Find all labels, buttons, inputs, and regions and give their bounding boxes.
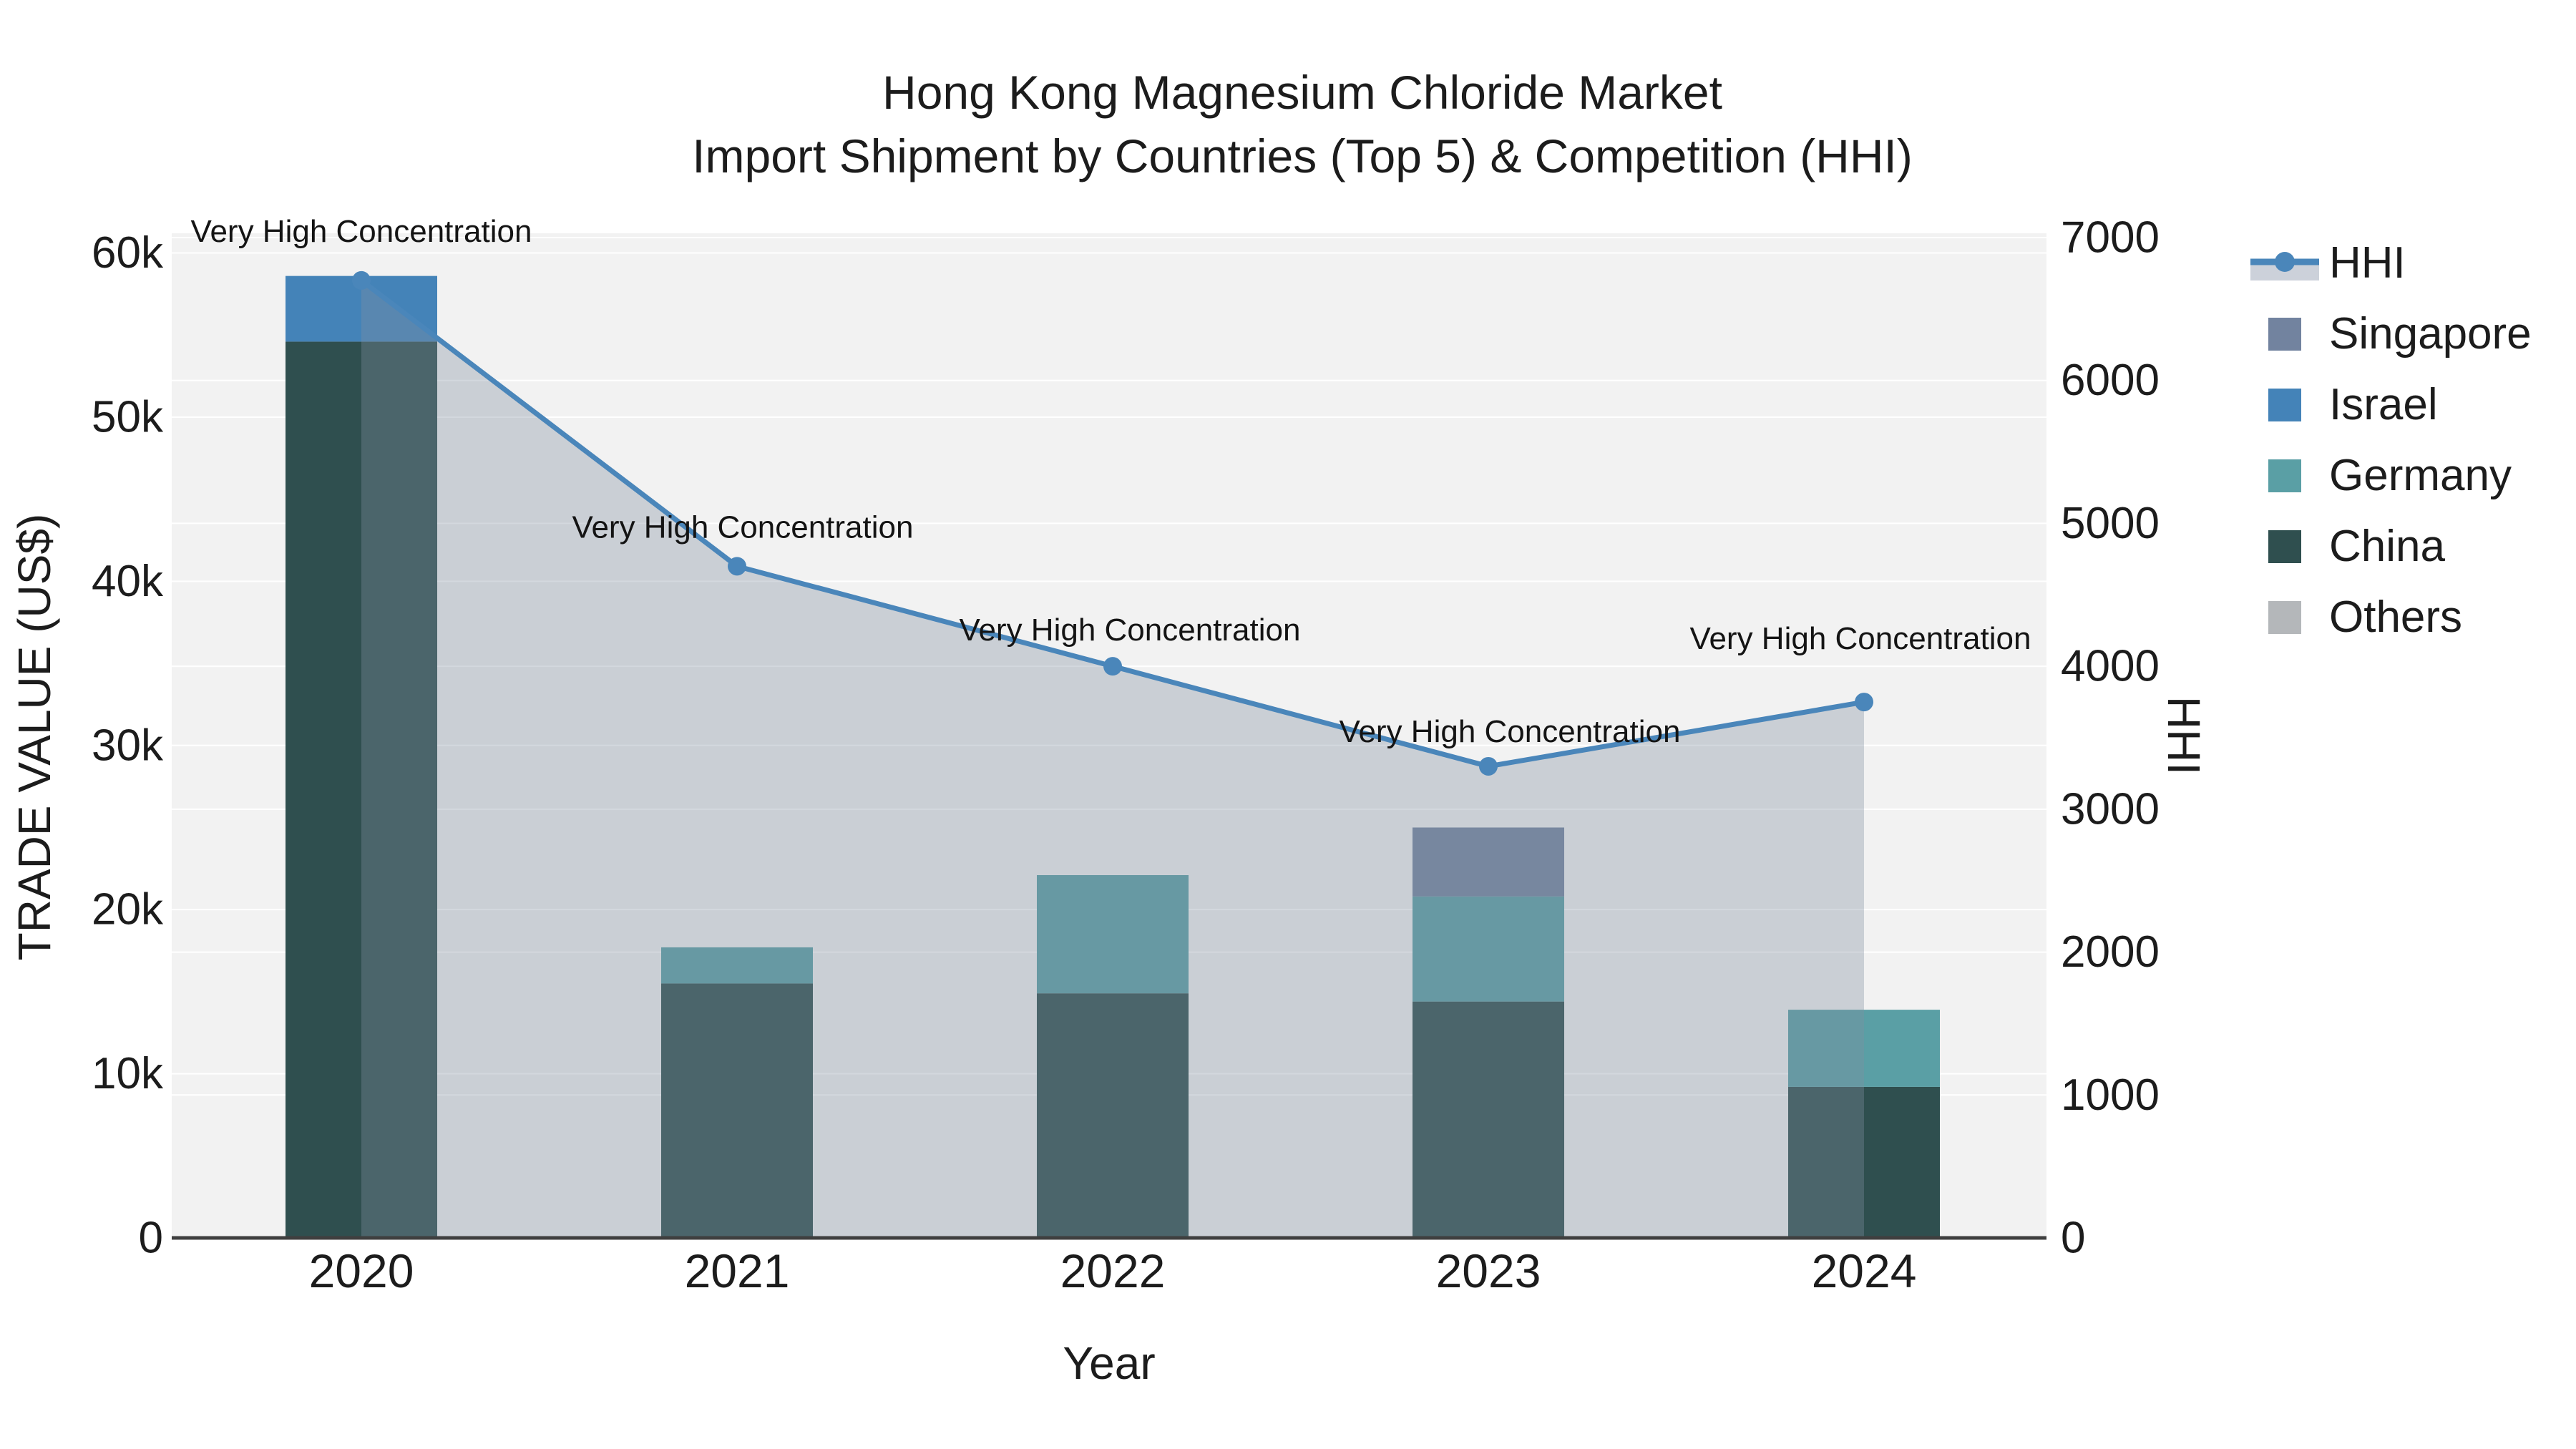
legend-label: China xyxy=(2329,522,2445,571)
bar-segment-china-2022[interactable] xyxy=(1037,993,1189,1238)
legend-item-china[interactable]: China xyxy=(2249,511,2564,582)
legend-label: HHI xyxy=(2329,238,2406,288)
y-right-tick-label-6000: 6000 xyxy=(2061,356,2160,405)
singapore-swatch-icon xyxy=(2268,317,2301,351)
y-left-tick-label-40k: 40k xyxy=(92,557,164,606)
israel-swatch-icon xyxy=(2268,388,2301,421)
chart-title-line1: Hong Kong Magnesium Chloride Market xyxy=(882,66,1722,119)
bar-segment-germany-2022[interactable] xyxy=(1037,875,1189,994)
annotation-2023: Very High Concentration xyxy=(1340,714,1681,749)
y-left-tick-label-30k: 30k xyxy=(92,721,164,770)
bar-segment-germany-2024[interactable] xyxy=(1788,1010,1940,1087)
y-right-tick-label-5000: 5000 xyxy=(2061,499,2160,548)
x-tick-label-2020: 2020 xyxy=(309,1244,414,1297)
annotation-2021: Very High Concentration xyxy=(572,509,914,545)
x-tick-label-2021: 2021 xyxy=(685,1244,790,1297)
bar-segment-singapore-2023[interactable] xyxy=(1413,827,1564,897)
bar-segment-china-2021[interactable] xyxy=(661,983,813,1238)
hhi-marker-2021[interactable] xyxy=(728,557,746,576)
others-swatch-icon xyxy=(2268,600,2301,634)
y-axis-title-left: TRADE VALUE (US$) xyxy=(9,513,60,961)
legend-label: Singapore xyxy=(2329,309,2532,358)
legend: HHI Singapore Israel Germany China Other… xyxy=(2249,228,2564,653)
legend-item-germany[interactable]: Germany xyxy=(2249,440,2564,511)
hhi-line-swatch-icon xyxy=(2250,251,2319,280)
hhi-marker-2024[interactable] xyxy=(1855,693,1873,712)
legend-item-israel[interactable]: Israel xyxy=(2249,369,2564,440)
y-right-tick-label-4000: 4000 xyxy=(2061,642,2160,691)
bar-segment-china-2024[interactable] xyxy=(1788,1086,1940,1238)
legend-item-singapore[interactable]: Singapore xyxy=(2249,298,2564,369)
legend-label: Germany xyxy=(2329,451,2512,500)
hhi-marker-2022[interactable] xyxy=(1103,657,1122,676)
bar-segment-china-2020[interactable] xyxy=(286,341,437,1239)
y-right-tick-label-3000: 3000 xyxy=(2061,784,2160,834)
y-axis-title-right: HHI xyxy=(2158,696,2210,776)
legend-label: Others xyxy=(2329,592,2463,642)
y-right-tick-label-0: 0 xyxy=(2061,1214,2085,1263)
hhi-marker-2020[interactable] xyxy=(352,270,371,290)
x-tick-label-2023: 2023 xyxy=(1436,1244,1541,1297)
legend-item-others[interactable]: Others xyxy=(2249,582,2564,653)
legend-label: Israel xyxy=(2329,380,2438,429)
bar-segment-germany-2023[interactable] xyxy=(1413,896,1564,1002)
legend-item-hhi[interactable]: HHI xyxy=(2249,228,2564,298)
y-left-tick-label-50k: 50k xyxy=(92,392,164,441)
hhi-marker-2023[interactable] xyxy=(1479,756,1498,776)
y-left-tick-label-60k: 60k xyxy=(92,228,164,278)
annotation-2020: Very High Concentration xyxy=(191,214,532,249)
y-right-tick-label-2000: 2000 xyxy=(2061,927,2160,977)
china-swatch-icon xyxy=(2268,530,2301,563)
x-tick-label-2022: 2022 xyxy=(1060,1244,1166,1297)
hhi-area-fill xyxy=(361,280,1864,1238)
chart-title-line2: Import Shipment by Countries (Top 5) & C… xyxy=(692,130,1913,182)
annotation-2022: Very High Concentration xyxy=(960,613,1301,648)
y-right-tick-label-7000: 7000 xyxy=(2061,213,2160,262)
y-right-tick-label-1000: 1000 xyxy=(2061,1070,2160,1120)
x-tick-label-2024: 2024 xyxy=(1812,1244,1917,1297)
annotation-2024: Very High Concentration xyxy=(1690,621,2031,656)
bar-segment-china-2023[interactable] xyxy=(1413,1001,1564,1238)
bar-segment-germany-2021[interactable] xyxy=(661,947,813,984)
y-left-tick-label-10k: 10k xyxy=(92,1049,164,1098)
x-axis-title: Year xyxy=(1063,1337,1156,1389)
y-left-tick-label-20k: 20k xyxy=(92,885,164,935)
germany-swatch-icon xyxy=(2268,459,2301,492)
y-left-tick-label-0: 0 xyxy=(139,1214,163,1263)
